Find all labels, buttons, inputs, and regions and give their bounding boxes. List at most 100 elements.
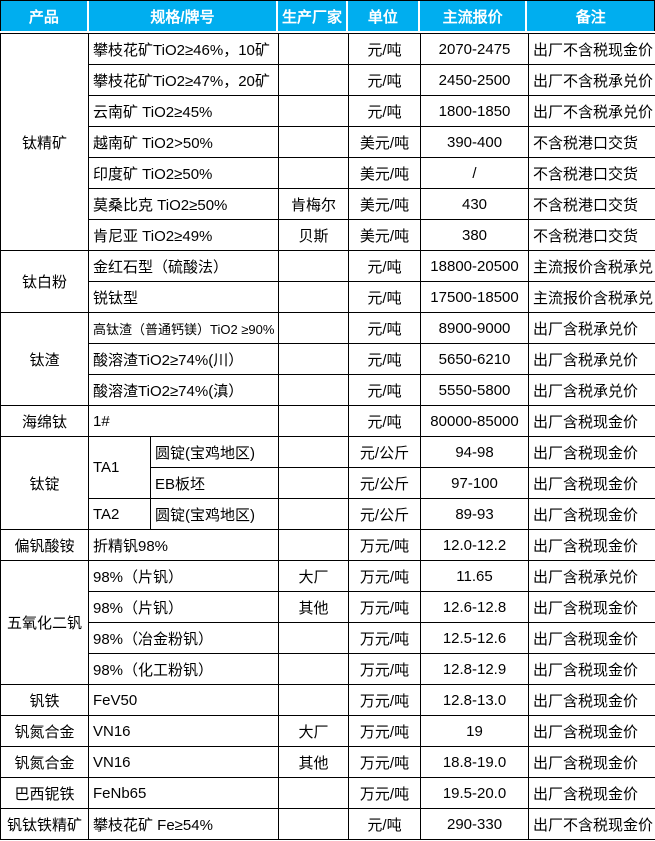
cell-price: 94-98 xyxy=(420,436,530,468)
cell-spec-form: EB板坯 xyxy=(149,467,280,499)
cell-note: 出厂含税承兑价 xyxy=(528,343,655,375)
cell-price: 80000-85000 xyxy=(420,405,530,437)
cell-price: 19 xyxy=(420,715,530,747)
cell-price: 290-330 xyxy=(420,808,530,840)
cell-manufacturer xyxy=(278,374,350,406)
cell-note: 主流报价含税承兑 xyxy=(528,281,655,313)
table-row: 五氧化二钒 98%（片钒） 大厂 万元/吨 11.65 出厂含税承兑价 xyxy=(0,560,655,685)
cell-manufacturer xyxy=(278,808,350,840)
cell-manufacturer xyxy=(278,529,350,561)
cell-spec: 肯尼亚 TiO2≥49% xyxy=(87,219,280,251)
cell-unit: 美元/吨 xyxy=(348,219,422,251)
cell-note: 出厂含税承兑价 xyxy=(528,312,655,344)
cell-note: 出厂含税现金价 xyxy=(528,684,655,716)
cell-price: 12.0-12.2 xyxy=(420,529,530,561)
cell-note: 出厂含税现金价 xyxy=(528,591,655,623)
cell-unit: 美元/吨 xyxy=(348,188,422,220)
cell-price: 89-93 xyxy=(420,498,530,530)
table-row: 肯尼亚 TiO2≥49% 贝斯 美元/吨 380 不含税港口交货 xyxy=(1,219,655,251)
cell-note: 出厂含税现金价 xyxy=(528,622,655,654)
cell-product: 五氧化二钒 xyxy=(0,560,89,685)
table-row: 巴西铌铁 FeNb65 万元/吨 19.5-20.0 出厂含税现金价 xyxy=(0,777,655,809)
cell-product: 钒氮合金 xyxy=(0,746,89,778)
cell-price: 8900-9000 xyxy=(420,312,530,344)
cell-manufacturer xyxy=(278,467,350,499)
cell-price: 430 xyxy=(420,188,530,220)
table-row: 印度矿 TiO2≥50% 美元/吨 / 不含税港口交货 xyxy=(1,157,655,189)
cell-unit: 元/吨 xyxy=(348,405,422,437)
cell-note: 主流报价含税承兑 xyxy=(528,250,655,282)
cell-note: 不含税港口交货 xyxy=(528,219,655,251)
cell-manufacturer xyxy=(278,622,350,654)
cell-price: 5550-5800 xyxy=(420,374,530,406)
cell-unit: 万元/吨 xyxy=(348,591,422,623)
cell-note: 出厂含税现金价 xyxy=(528,436,655,468)
cell-price: 12.8-13.0 xyxy=(420,684,530,716)
cell-unit: 元/吨 xyxy=(348,312,422,344)
cell-note: 出厂含税现金价 xyxy=(528,405,655,437)
cell-product: 偏钒酸铵 xyxy=(0,529,89,561)
cell-price: 1800-1850 xyxy=(420,95,530,127)
cell-price: 2070-2475 xyxy=(420,33,530,65)
cell-product: 钛锭 xyxy=(0,436,89,530)
cell-manufacturer xyxy=(278,312,350,344)
cell-price: 97-100 xyxy=(420,467,530,499)
cell-price: 18800-20500 xyxy=(420,250,530,282)
cell-price: 19.5-20.0 xyxy=(420,777,530,809)
table-row: 钛精矿 攀枝花矿TiO2≥46%，10矿 元/吨 2070-2475 出厂不含税现金价 xyxy=(0,33,655,251)
cell-unit: 元/吨 xyxy=(348,374,422,406)
cell-spec: 酸溶渣TiO2≥74%(滇） xyxy=(87,374,280,406)
cell-note: 出厂含税承兑价 xyxy=(528,560,655,592)
cell-spec: 折精钒98% xyxy=(87,529,280,561)
table-row: 钛锭 TA1 圆锭(宝鸡地区) 元/公斤 94-98 出厂含税现金价 xyxy=(0,436,655,530)
cell-price: 12.5-12.6 xyxy=(420,622,530,654)
cell-price: 12.6-12.8 xyxy=(420,591,530,623)
cell-price: 17500-18500 xyxy=(420,281,530,313)
cell-product: 钒铁 xyxy=(0,684,89,716)
table-row: 莫桑比克 TiO2≥50% 肯梅尔 美元/吨 430 不含税港口交货 xyxy=(1,188,655,220)
cell-manufacturer: 肯梅尔 xyxy=(278,188,350,220)
cell-note: 出厂不含税承兑价 xyxy=(528,95,655,127)
cell-manufacturer: 其他 xyxy=(278,591,350,623)
table-row: 钛渣 高钛渣（普通钙镁）TiO2 ≥90% 元/吨 8900-9000 出厂含税承兑价 xyxy=(0,312,655,406)
cell-price: 11.65 xyxy=(420,560,530,592)
cell-unit: 万元/吨 xyxy=(348,684,422,716)
cell-note: 出厂不含税现金价 xyxy=(528,808,655,840)
cell-product: 钛渣 xyxy=(0,312,89,406)
cell-spec: FeV50 xyxy=(87,684,280,716)
cell-manufacturer xyxy=(278,33,350,65)
cell-price: 18.8-19.0 xyxy=(420,746,530,778)
cell-spec: 云南矿 TiO2≥45% xyxy=(87,95,280,127)
cell-unit: 美元/吨 xyxy=(348,126,422,158)
cell-spec: 98%（片钒） xyxy=(87,591,280,623)
cell-manufacturer: 大厂 xyxy=(278,560,350,592)
cell-manufacturer: 大厂 xyxy=(278,715,350,747)
cell-manufacturer xyxy=(278,498,350,530)
cell-spec: 攀枝花矿TiO2≥47%，20矿 xyxy=(87,64,280,96)
cell-note: 出厂含税现金价 xyxy=(528,715,655,747)
cell-spec: 攀枝花矿 Fe≥54% xyxy=(87,808,280,840)
table-row: 偏钒酸铵 折精钒98% 万元/吨 12.0-12.2 出厂含税现金价 xyxy=(0,529,655,561)
cell-unit: 元/公斤 xyxy=(348,498,422,530)
cell-product: 钒氮合金 xyxy=(0,715,89,747)
table-row: 攀枝花矿TiO2≥47%，20矿 元/吨 2450-2500 出厂不含税承兑价 xyxy=(1,64,655,96)
header-cell-manufacturer: 生产厂家 xyxy=(278,1,348,31)
cell-spec: 锐钛型 xyxy=(87,281,280,313)
cell-note: 出厂含税现金价 xyxy=(528,467,655,499)
header-cell-note: 备注 xyxy=(527,1,655,31)
cell-note: 出厂含税承兑价 xyxy=(528,374,655,406)
cell-unit: 万元/吨 xyxy=(348,777,422,809)
cell-spec-grade: TA2 xyxy=(88,498,151,530)
cell-unit: 元/吨 xyxy=(348,64,422,96)
cell-unit: 万元/吨 xyxy=(348,560,422,592)
cell-unit: 元/吨 xyxy=(348,95,422,127)
table-row: 98%（冶金粉钒） 万元/吨 12.5-12.6 出厂含税现金价 xyxy=(1,622,655,654)
cell-manufacturer xyxy=(278,436,350,468)
cell-spec: VN16 xyxy=(87,715,280,747)
cell-manufacturer: 其他 xyxy=(278,746,350,778)
cell-manufacturer xyxy=(278,95,350,127)
header-cell-product: 产品 xyxy=(1,1,89,31)
table-row: 钒铁 FeV50 万元/吨 12.8-13.0 出厂含税现金价 xyxy=(0,684,655,716)
cell-manufacturer xyxy=(278,777,350,809)
cell-spec: 98%（片钒） xyxy=(87,560,280,592)
